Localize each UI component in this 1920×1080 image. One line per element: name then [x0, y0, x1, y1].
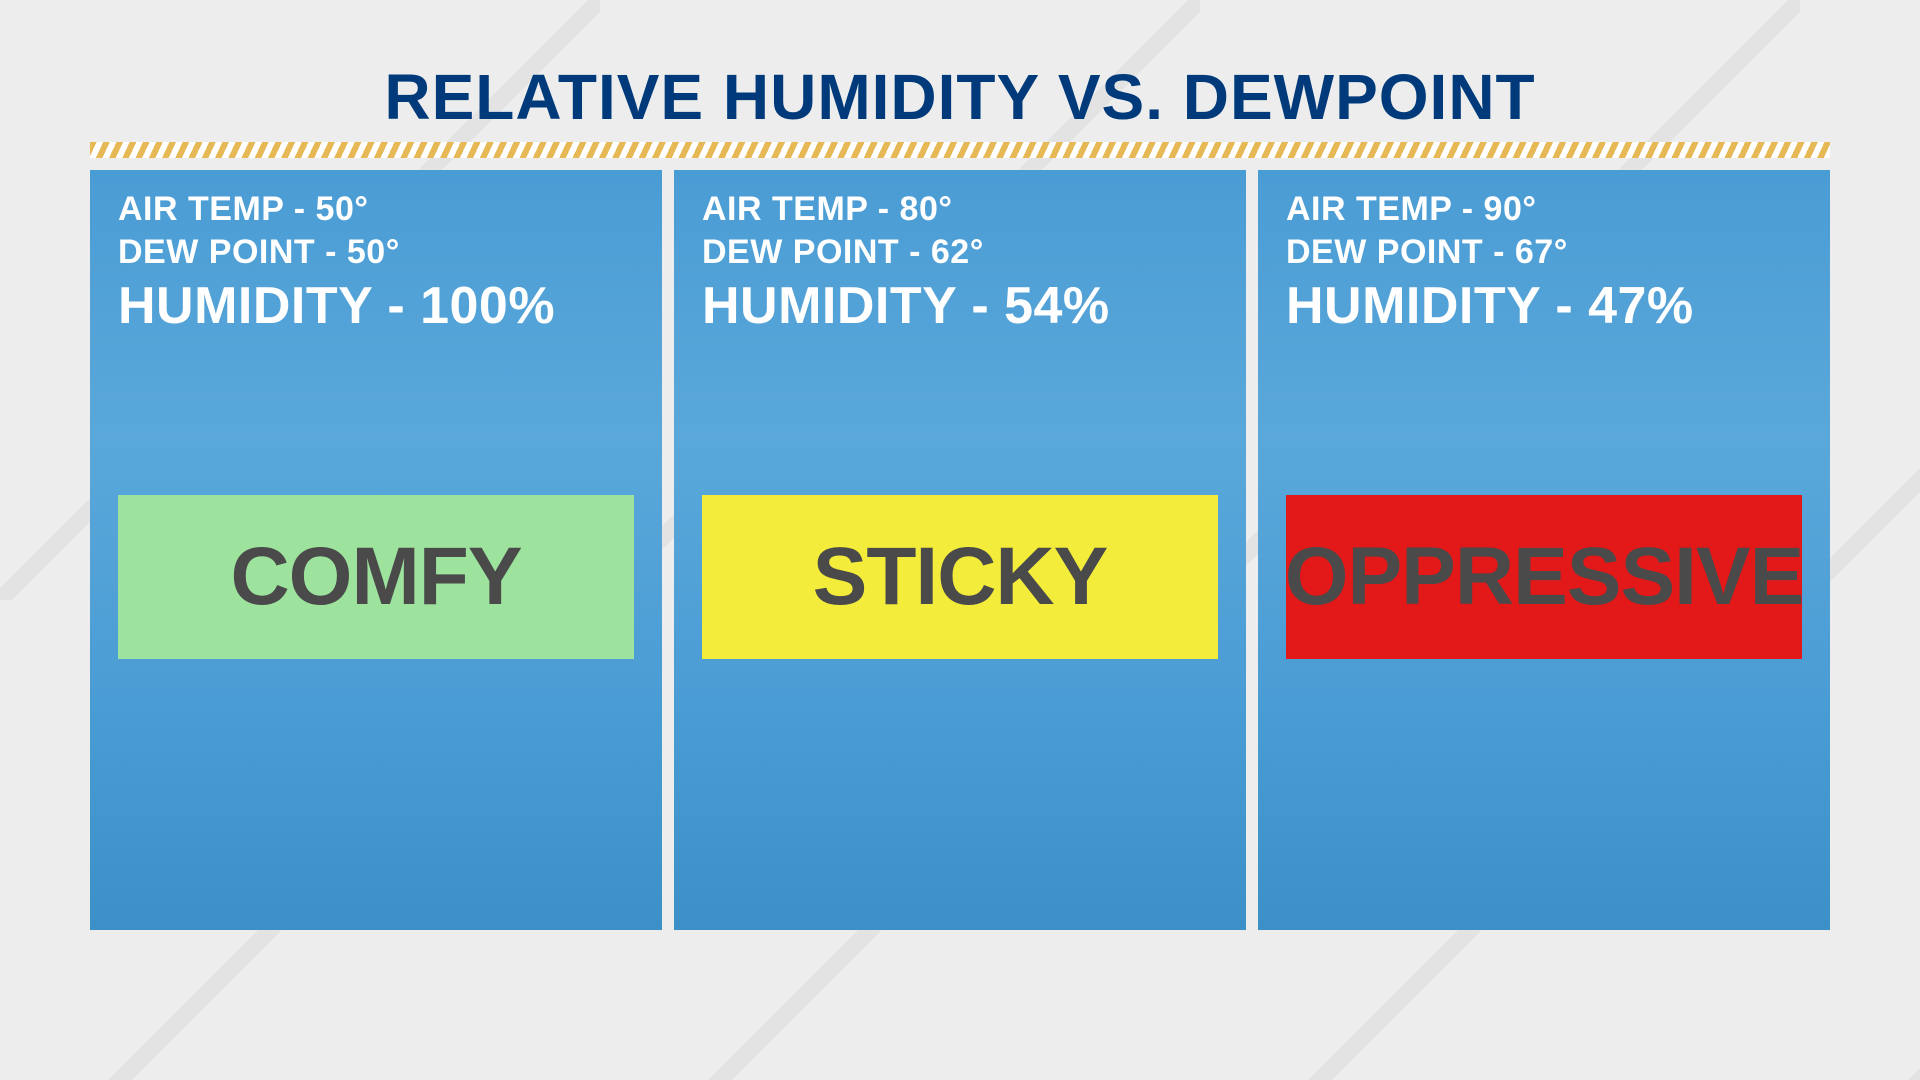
badge-wrapper: STICKY — [674, 495, 1246, 659]
content-wrapper: RELATIVE HUMIDITY VS. DEWPOINT AIR TEMP … — [0, 0, 1920, 1080]
comfort-badge: OPPRESSIVE — [1286, 495, 1802, 659]
air-temp-label: AIR TEMP - 50° — [118, 188, 634, 231]
badge-wrapper: OPPRESSIVE — [1258, 495, 1830, 659]
humidity-label: HUMIDITY - 54% — [702, 273, 1218, 341]
air-temp-label: AIR TEMP - 90° — [1286, 188, 1802, 231]
air-temp-label: AIR TEMP - 80° — [702, 188, 1218, 231]
panels-row: AIR TEMP - 50° DEW POINT - 50° HUMIDITY … — [90, 170, 1830, 930]
dewpoint-label: DEW POINT - 50° — [118, 231, 634, 274]
title-divider — [90, 142, 1830, 158]
page-title: RELATIVE HUMIDITY VS. DEWPOINT — [90, 60, 1830, 134]
panel-stats: AIR TEMP - 90° DEW POINT - 67° HUMIDITY … — [1286, 188, 1802, 341]
panel-oppressive: AIR TEMP - 90° DEW POINT - 67° HUMIDITY … — [1258, 170, 1830, 930]
humidity-label: HUMIDITY - 47% — [1286, 273, 1802, 341]
panel-stats: AIR TEMP - 80° DEW POINT - 62° HUMIDITY … — [702, 188, 1218, 341]
panel-comfy: AIR TEMP - 50° DEW POINT - 50° HUMIDITY … — [90, 170, 662, 930]
dewpoint-label: DEW POINT - 67° — [1286, 231, 1802, 274]
dewpoint-label: DEW POINT - 62° — [702, 231, 1218, 274]
badge-wrapper: COMFY — [90, 495, 662, 659]
comfort-badge: COMFY — [118, 495, 634, 659]
panel-sticky: AIR TEMP - 80° DEW POINT - 62° HUMIDITY … — [674, 170, 1246, 930]
comfort-badge: STICKY — [702, 495, 1218, 659]
panel-stats: AIR TEMP - 50° DEW POINT - 50° HUMIDITY … — [118, 188, 634, 341]
humidity-label: HUMIDITY - 100% — [118, 273, 634, 341]
